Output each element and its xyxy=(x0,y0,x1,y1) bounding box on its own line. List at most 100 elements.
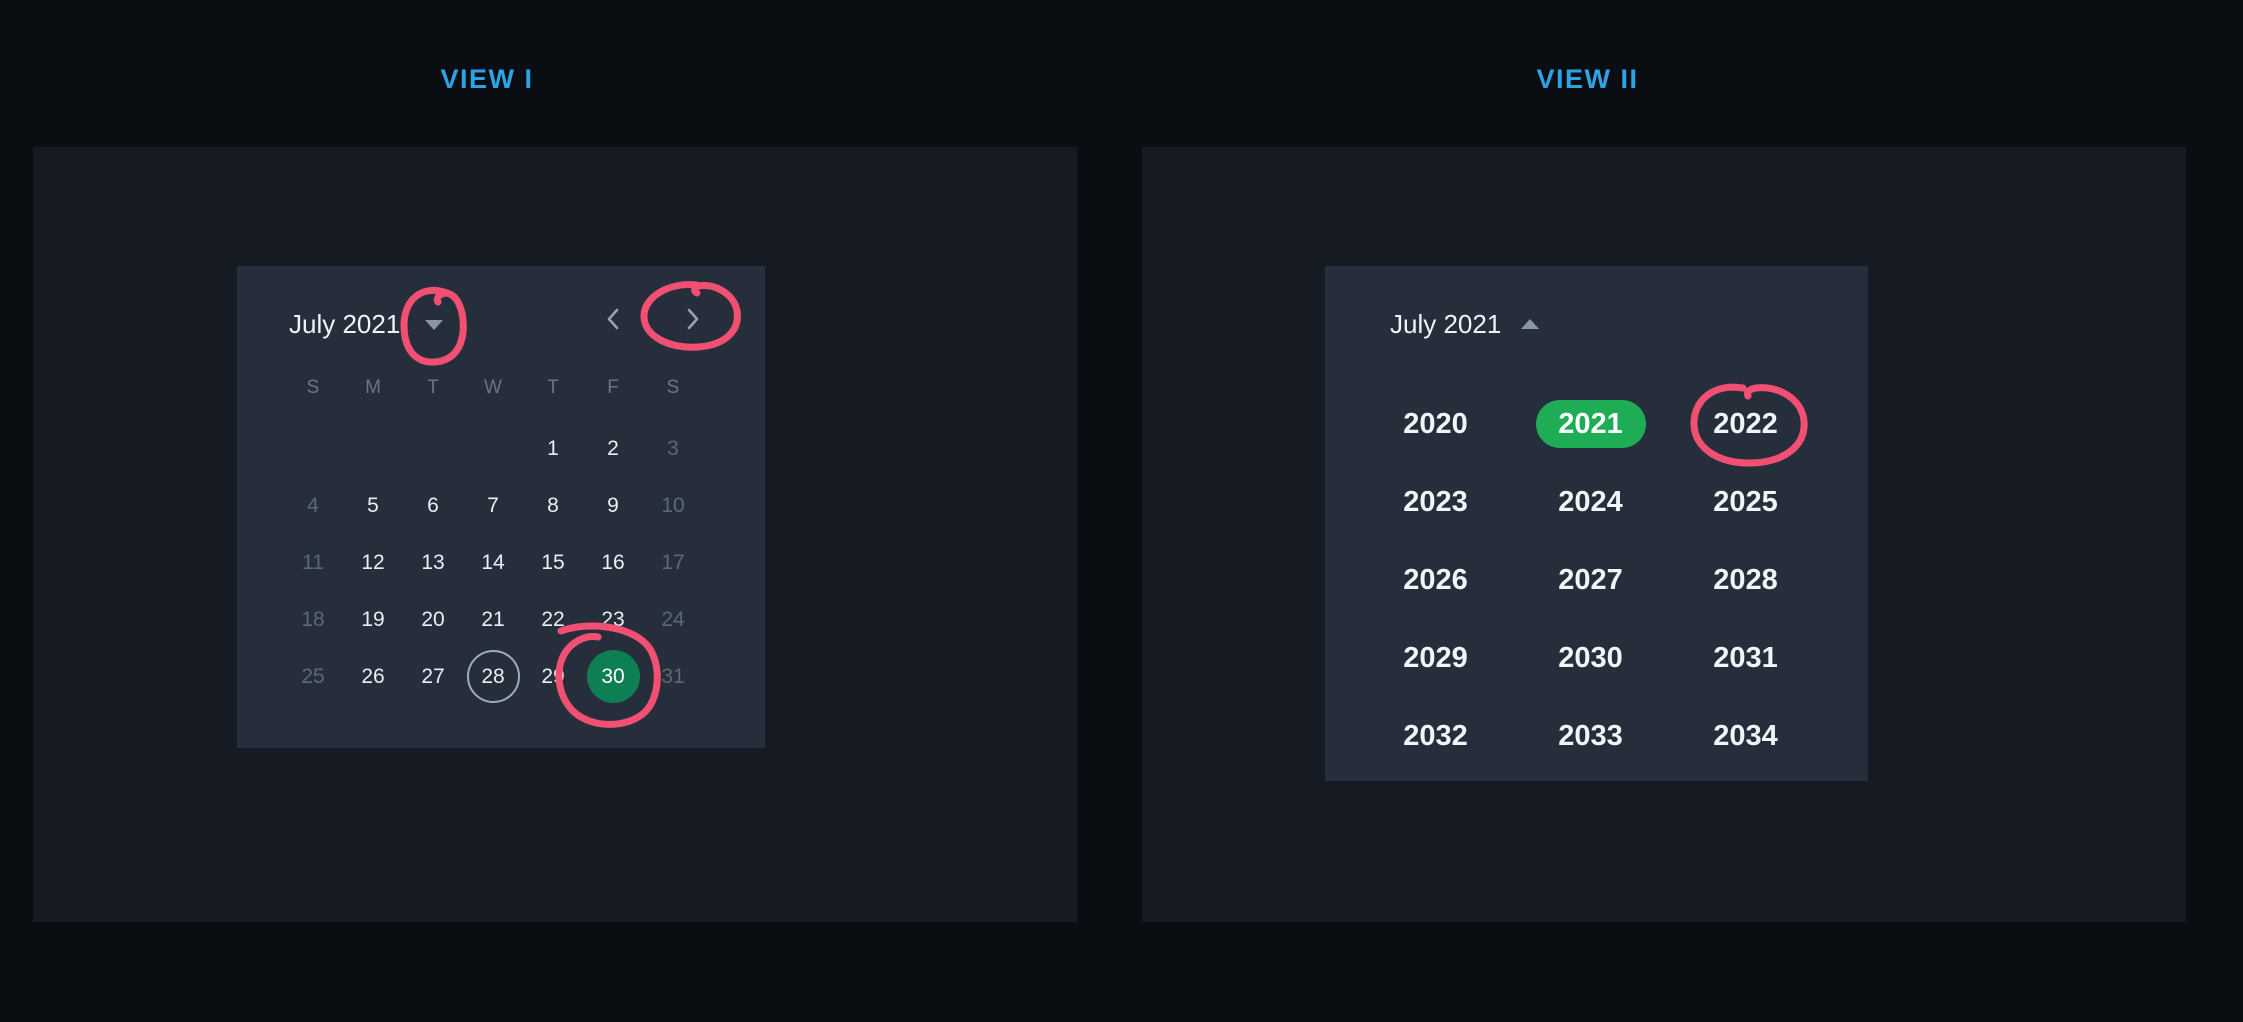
date-grid: 1 2 3 4 5 6 7 8 9 10 11 12 13 14 15 16 17 18 19 20 21 22 23 24 2… xyxy=(283,420,703,705)
year-2021[interactable]: 2021 xyxy=(1535,400,1646,448)
year-2029[interactable]: 2029 xyxy=(1403,641,1468,674)
day-cell-7: 7 xyxy=(463,477,523,534)
year-cell-2024: 2024 xyxy=(1513,463,1668,541)
day-cell-29: 29 xyxy=(523,648,583,705)
day-23[interactable]: 23 xyxy=(601,607,625,631)
year-2031[interactable]: 2031 xyxy=(1713,641,1778,674)
day-cell-24: 24 xyxy=(643,591,703,648)
day-4[interactable]: 4 xyxy=(307,493,319,517)
year-2020[interactable]: 2020 xyxy=(1403,407,1468,440)
day-cell-16: 16 xyxy=(583,534,643,591)
day-cell-17: 17 xyxy=(643,534,703,591)
month-year-label[interactable]: July 2021 xyxy=(1390,309,1502,339)
day-20[interactable]: 20 xyxy=(421,607,445,631)
year-2028[interactable]: 2028 xyxy=(1713,563,1778,596)
year-2033[interactable]: 2033 xyxy=(1558,719,1623,752)
day-31[interactable]: 31 xyxy=(661,664,685,688)
caret-down-icon[interactable] xyxy=(425,320,443,330)
day-30[interactable]: 30 xyxy=(586,650,640,703)
day-cell-20: 20 xyxy=(403,591,463,648)
year-cell-2028: 2028 xyxy=(1668,541,1823,619)
day-cell-1: 1 xyxy=(523,420,583,477)
day-cell-23: 23 xyxy=(583,591,643,648)
day-11[interactable]: 11 xyxy=(302,550,324,574)
day-cell-10: 10 xyxy=(643,477,703,534)
day-1[interactable]: 1 xyxy=(547,436,559,460)
day-of-week-header: T xyxy=(427,377,439,398)
day-21[interactable]: 21 xyxy=(481,607,505,631)
year-2032[interactable]: 2032 xyxy=(1403,719,1468,752)
day-9[interactable]: 9 xyxy=(607,493,619,517)
day-cell-30: 30 xyxy=(583,648,643,705)
day-cell-4: 4 xyxy=(283,477,343,534)
year-cell-2034: 2034 xyxy=(1668,697,1823,775)
year-cell-2033: 2033 xyxy=(1513,697,1668,775)
year-cell-2026: 2026 xyxy=(1358,541,1513,619)
day-cell-13: 13 xyxy=(403,534,463,591)
view-1-title: VIEW I xyxy=(440,64,534,94)
day-of-week-header: S xyxy=(666,377,680,398)
next-month-button[interactable] xyxy=(677,305,709,337)
day-19[interactable]: 19 xyxy=(361,607,385,631)
month-year-label[interactable]: July 2021 xyxy=(289,309,401,339)
caret-up-icon[interactable] xyxy=(1521,319,1539,329)
year-2024[interactable]: 2024 xyxy=(1558,485,1623,518)
view-2-title: VIEW II xyxy=(1536,64,1639,94)
year-cell-2027: 2027 xyxy=(1513,541,1668,619)
day-cell-11: 11 xyxy=(283,534,343,591)
year-2034[interactable]: 2034 xyxy=(1713,719,1778,752)
day-cell-27: 27 xyxy=(403,648,463,705)
day-cell-8: 8 xyxy=(523,477,583,534)
day-cell-15: 15 xyxy=(523,534,583,591)
day-14[interactable]: 14 xyxy=(481,550,505,574)
day-17[interactable]: 17 xyxy=(661,550,685,574)
year-2023[interactable]: 2023 xyxy=(1403,485,1468,518)
day-7[interactable]: 7 xyxy=(487,493,499,517)
day-cell-empty xyxy=(463,420,523,477)
day-29[interactable]: 29 xyxy=(541,664,565,688)
day-6[interactable]: 6 xyxy=(427,493,439,517)
year-picker-card: July 2021 2020 2021 2022 2023 2024 2025 2026 20… xyxy=(1325,266,1868,781)
day-25[interactable]: 25 xyxy=(301,664,325,688)
year-2027[interactable]: 2027 xyxy=(1558,563,1623,596)
day-16[interactable]: 16 xyxy=(601,550,625,574)
day-10[interactable]: 10 xyxy=(661,493,685,517)
chevron-left-icon xyxy=(606,307,620,336)
year-2026[interactable]: 2026 xyxy=(1403,563,1468,596)
year-cell-2029: 2029 xyxy=(1358,619,1513,697)
day-27[interactable]: 27 xyxy=(421,664,445,688)
year-2025[interactable]: 2025 xyxy=(1713,485,1778,518)
day-cell-26: 26 xyxy=(343,648,403,705)
day-cell-28: 28 xyxy=(463,648,523,705)
day-cell-21: 21 xyxy=(463,591,523,648)
day-cell-3: 3 xyxy=(643,420,703,477)
day-cell-14: 14 xyxy=(463,534,523,591)
year-grid: 2020 2021 2022 2023 2024 2025 2026 2027 2028 2029… xyxy=(1358,385,1823,775)
day-15[interactable]: 15 xyxy=(541,550,565,574)
day-18[interactable]: 18 xyxy=(301,607,325,631)
year-2030[interactable]: 2030 xyxy=(1558,641,1623,674)
day-cell-12: 12 xyxy=(343,534,403,591)
day-28[interactable]: 28 xyxy=(466,650,520,703)
year-2022[interactable]: 2022 xyxy=(1713,407,1778,440)
day-24[interactable]: 24 xyxy=(661,607,685,631)
day-cell-19: 19 xyxy=(343,591,403,648)
day-13[interactable]: 13 xyxy=(421,550,445,574)
day-8[interactable]: 8 xyxy=(547,493,559,517)
day-5[interactable]: 5 xyxy=(367,493,379,517)
day-2[interactable]: 2 xyxy=(607,436,619,460)
year-cell-2030: 2030 xyxy=(1513,619,1668,697)
day-22[interactable]: 22 xyxy=(541,607,565,631)
day-12[interactable]: 12 xyxy=(361,550,385,574)
day-of-week-header: T xyxy=(547,377,559,398)
year-cell-2020: 2020 xyxy=(1358,385,1513,463)
day-26[interactable]: 26 xyxy=(361,664,385,688)
day-3[interactable]: 3 xyxy=(667,436,679,460)
year-cell-2023: 2023 xyxy=(1358,463,1513,541)
day-cell-25: 25 xyxy=(283,648,343,705)
prev-month-button[interactable] xyxy=(597,305,629,337)
year-cell-2025: 2025 xyxy=(1668,463,1823,541)
day-cell-22: 22 xyxy=(523,591,583,648)
